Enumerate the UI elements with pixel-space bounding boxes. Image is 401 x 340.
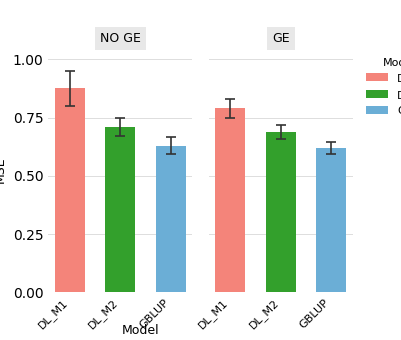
Y-axis label: MSE: MSE bbox=[0, 157, 7, 183]
Bar bbox=[105, 127, 136, 292]
Title: NO GE: NO GE bbox=[100, 32, 141, 45]
Text: Model: Model bbox=[122, 324, 159, 337]
Bar bbox=[55, 88, 85, 292]
Bar bbox=[156, 146, 186, 292]
Title: GE: GE bbox=[272, 32, 290, 45]
Bar bbox=[316, 148, 346, 292]
Bar bbox=[265, 132, 296, 292]
Bar bbox=[215, 108, 245, 292]
Legend: DL_M1, DL_M2, GBLUP: DL_M1, DL_M2, GBLUP bbox=[361, 53, 401, 120]
